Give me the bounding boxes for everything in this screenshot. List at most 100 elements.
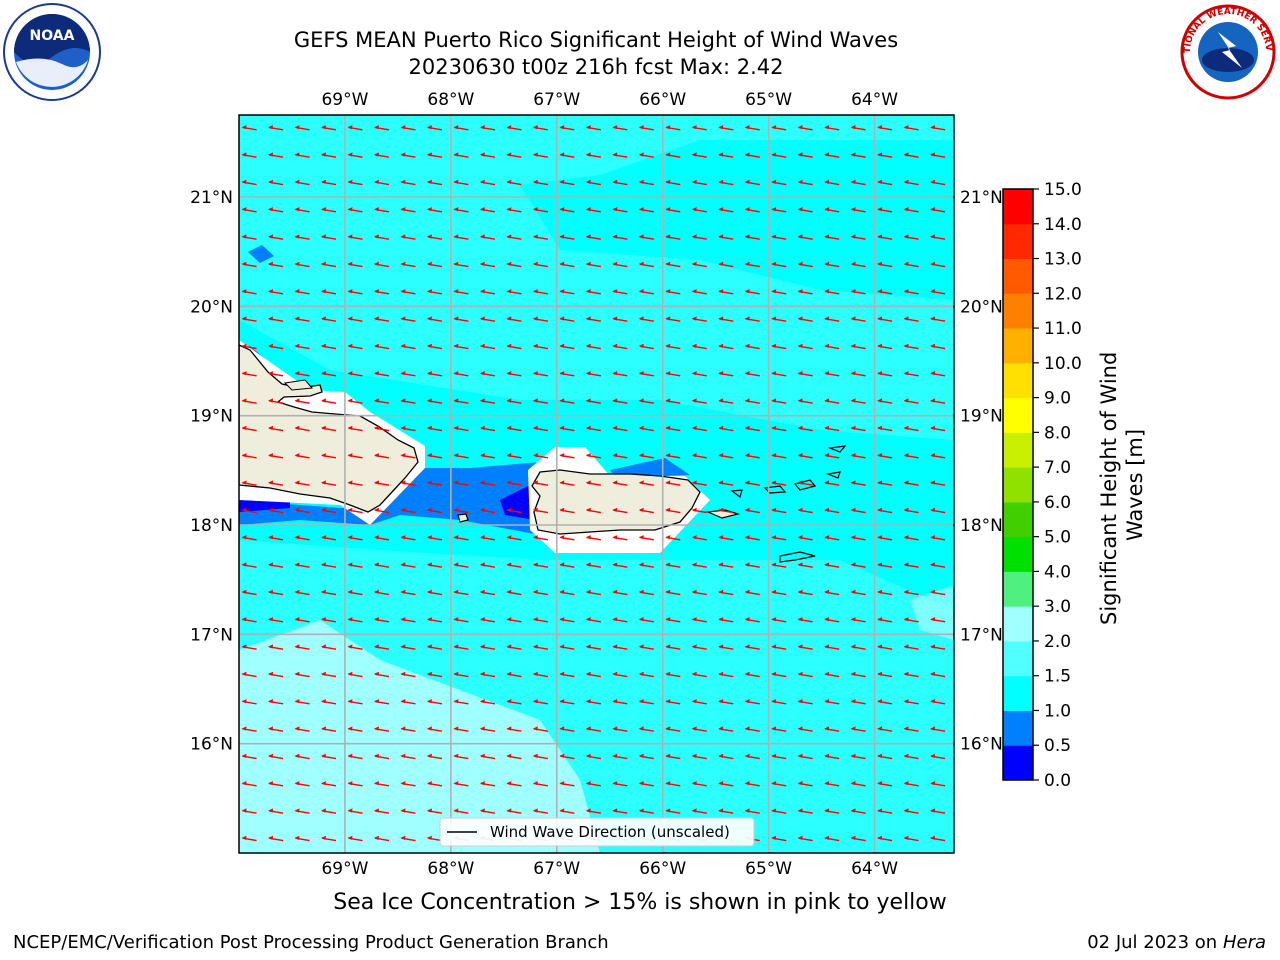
lat-tick-label: 20°N	[960, 297, 1003, 317]
wave-band-0.5	[239, 462, 560, 535]
colorbar-tick-label: 8.0	[1044, 423, 1071, 443]
colorbar-tick-label: 4.0	[1044, 562, 1071, 582]
wave-direction-arrow	[638, 316, 654, 322]
wave-direction-arrow	[268, 781, 284, 787]
colorbar-segment	[1003, 571, 1033, 607]
wave-direction-arrow	[294, 179, 310, 186]
wave-direction-arrow	[321, 644, 337, 650]
wave-direction-arrow	[321, 398, 337, 404]
wave-direction-arrow	[585, 152, 601, 158]
wave-direction-arrow	[294, 753, 310, 760]
wave-direction-arrow	[850, 644, 866, 650]
wave-direction-arrow	[930, 316, 946, 322]
wave-direction-arrow	[347, 152, 363, 158]
wave-direction-arrow	[268, 562, 284, 568]
wave-direction-arrow	[612, 207, 628, 213]
wave-direction-arrow	[532, 234, 549, 240]
wave-direction-arrow	[321, 261, 337, 268]
wave-direction-arrow	[771, 261, 787, 268]
wave-direction-arrow	[268, 316, 284, 322]
wave-direction-arrow	[718, 261, 734, 268]
wave-direction-arrow	[426, 671, 443, 678]
wave-direction-arrow	[877, 726, 893, 732]
wave-direction-arrow	[824, 207, 840, 213]
wave-direction-arrow	[850, 179, 866, 186]
wave-direction-arrow	[400, 207, 416, 213]
wave-direction-arrow	[453, 617, 469, 623]
wave-direction-arrow	[877, 261, 893, 268]
wave-direction-arrow	[903, 425, 919, 432]
wave-direction-arrow	[797, 398, 813, 404]
wave-direction-arrow	[400, 398, 416, 404]
wave-direction-arrow	[585, 480, 601, 486]
wave-direction-arrow	[718, 781, 734, 787]
wave-direction-arrow	[241, 726, 257, 732]
wave-direction-arrow	[241, 835, 257, 842]
wave-direction-arrow	[321, 589, 337, 596]
wave-direction-arrow	[347, 835, 363, 842]
wave-direction-arrow	[241, 671, 257, 678]
wave-direction-arrow	[824, 835, 840, 842]
wave-direction-arrow	[612, 371, 628, 377]
wave-direction-arrow	[400, 562, 416, 568]
lon-tick-label: 64°W	[851, 859, 898, 879]
wave-direction-arrow	[930, 507, 946, 514]
wave-direction-arrow	[718, 726, 734, 732]
wave-direction-arrow	[638, 480, 654, 486]
island-sombrero	[827, 445, 847, 453]
colorbar-tick-label: 1.0	[1044, 701, 1071, 721]
wave-direction-arrow	[506, 617, 522, 623]
colorbar-segment	[1003, 745, 1033, 781]
wave-direction-arrow	[347, 644, 363, 650]
wave-direction-arrow	[559, 726, 575, 732]
wave-direction-arrow	[532, 425, 549, 432]
wave-direction-arrow	[479, 289, 496, 295]
wave-direction-arrow	[453, 179, 469, 186]
wave-band-2.0-east	[910, 585, 954, 640]
wave-direction-arrow	[321, 371, 337, 377]
wave-direction-arrow	[559, 671, 575, 678]
wave-direction-arrow	[506, 152, 522, 158]
wave-direction-arrow	[400, 644, 416, 650]
wave-direction-arrow	[903, 179, 919, 186]
wave-direction-arrow	[294, 781, 310, 787]
wave-direction-arrow	[877, 535, 893, 541]
wave-band-2.0	[239, 620, 600, 853]
wave-direction-arrow	[585, 617, 601, 623]
wave-direction-arrow	[426, 152, 443, 158]
wave-direction-arrow	[612, 808, 628, 814]
wave-direction-arrow	[691, 316, 707, 322]
island-st-croix	[779, 551, 816, 563]
wave-direction-arrow	[400, 671, 416, 678]
wave-direction-arrow	[347, 453, 363, 459]
wave-direction-arrow	[797, 507, 813, 514]
wave-direction-arrow	[241, 617, 257, 623]
wave-direction-arrow	[347, 125, 363, 131]
wave-direction-arrow	[347, 671, 363, 678]
wave-direction-arrow	[400, 179, 416, 186]
wave-direction-arrow	[771, 507, 787, 514]
wave-direction-arrow	[850, 753, 866, 760]
colorbar-tick-label: 11.0	[1044, 319, 1082, 339]
wave-direction-arrow	[321, 289, 337, 295]
wave-direction-arrow	[691, 425, 707, 432]
wave-direction-arrow	[268, 343, 284, 350]
wave-direction-arrow	[612, 234, 628, 240]
wave-direction-arrow	[665, 617, 681, 623]
wave-direction-arrow	[665, 808, 681, 814]
wave-direction-arrow	[294, 808, 310, 814]
wave-direction-arrow	[718, 535, 734, 541]
wave-direction-arrow	[400, 261, 416, 268]
wave-direction-arrow	[718, 562, 734, 568]
colorbar-tick-label: 12.0	[1044, 284, 1082, 304]
lat-tick-label: 18°N	[960, 516, 1003, 536]
wave-direction-arrow	[321, 617, 337, 623]
wave-direction-arrow	[797, 316, 813, 322]
wave-direction-arrow	[903, 753, 919, 760]
wave-direction-arrow	[532, 562, 549, 568]
wave-direction-arrow	[903, 261, 919, 268]
wave-direction-arrow	[665, 562, 681, 568]
wave-direction-arrow	[930, 261, 946, 268]
wave-direction-arrow	[374, 179, 390, 186]
wave-direction-arrow	[903, 152, 919, 158]
